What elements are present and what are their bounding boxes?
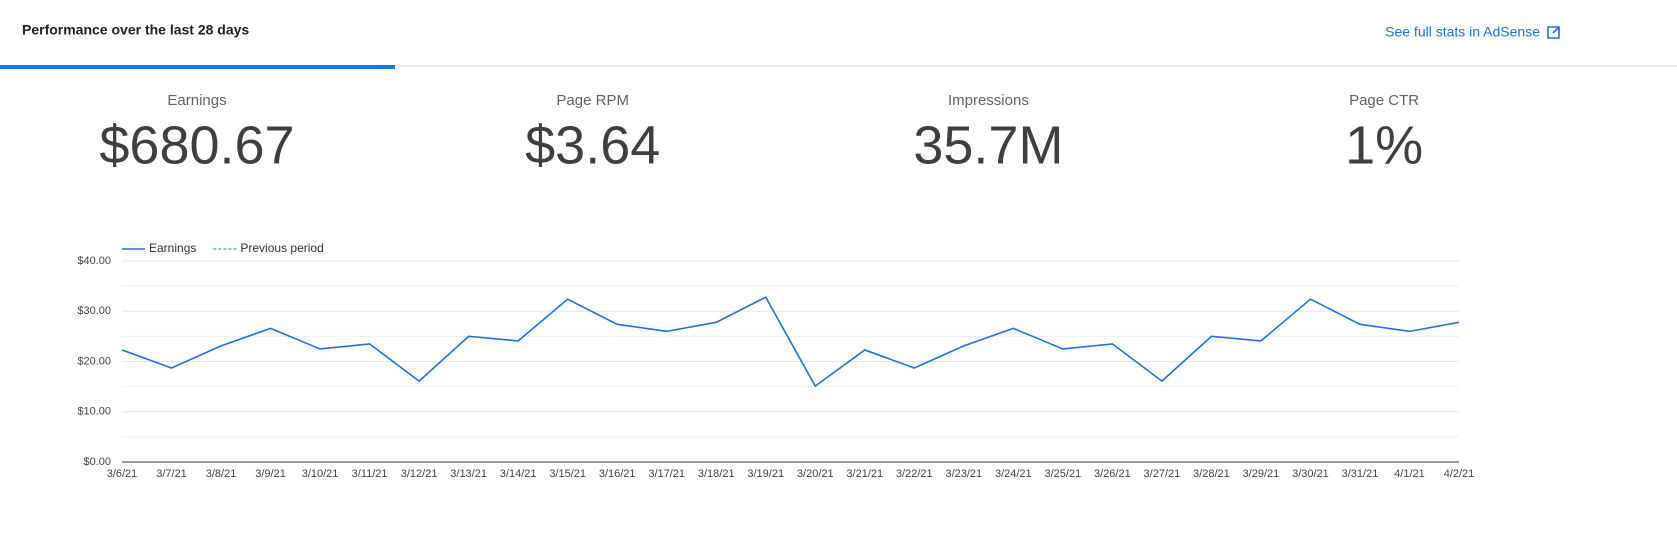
- y-tick-label: $20.00: [77, 355, 111, 367]
- x-tick-label: 3/31/21: [1342, 468, 1379, 480]
- x-tick-label: 3/17/21: [648, 468, 685, 480]
- metric-label: Earnings: [167, 92, 226, 109]
- x-tick-label: 3/15/21: [549, 468, 586, 480]
- y-tick-label: $10.00: [77, 406, 111, 418]
- x-tick-label: 3/18/21: [698, 468, 735, 480]
- x-tick-label: 3/6/21: [107, 468, 138, 480]
- x-tick-label: 3/27/21: [1144, 468, 1181, 480]
- series-line: [121, 296, 1460, 388]
- x-tick-label: 3/24/21: [995, 468, 1032, 480]
- x-tick-label: 3/28/21: [1193, 468, 1230, 480]
- x-tick-label: 3/13/21: [450, 468, 487, 480]
- x-tick-label: 3/30/21: [1292, 468, 1329, 480]
- adsense-link[interactable]: See full stats in AdSense: [1385, 24, 1540, 40]
- x-tick-label: 3/12/21: [401, 468, 438, 480]
- y-tick-label: $40.00: [77, 255, 111, 267]
- x-tick-label: 3/21/21: [846, 468, 883, 480]
- x-tick-label: 3/14/21: [500, 468, 537, 480]
- x-tick-label: 3/16/21: [599, 468, 636, 480]
- x-tick-label: 3/19/21: [747, 468, 784, 480]
- y-tick-label: $30.00: [77, 305, 111, 317]
- metric-label: Impressions: [948, 92, 1029, 109]
- x-tick-label: 3/9/21: [255, 468, 286, 480]
- y-tick-label: $0.00: [83, 456, 111, 468]
- x-tick-label: 3/11/21: [352, 468, 388, 480]
- metric-value: 1%: [1345, 115, 1423, 175]
- metric-label: Page CTR: [1349, 92, 1419, 109]
- x-tick-label: 3/25/21: [1045, 468, 1082, 480]
- active-tab-indicator: [0, 65, 395, 69]
- x-tick-label: 4/2/21: [1444, 468, 1475, 480]
- metric-label: Page RPM: [556, 92, 629, 109]
- x-tick-label: 3/29/21: [1243, 468, 1280, 480]
- x-tick-label: 3/26/21: [1094, 468, 1131, 480]
- x-tick-label: 3/10/21: [302, 468, 339, 480]
- metric-value: $680.67: [99, 115, 294, 175]
- x-tick-label: 3/20/21: [797, 468, 834, 480]
- x-tick-label: 3/22/21: [896, 468, 933, 480]
- x-tick-label: 3/23/21: [945, 468, 982, 480]
- panel-title: Performance over the last 28 days: [22, 22, 249, 38]
- metric-value: $3.64: [525, 115, 660, 175]
- legend-label: Previous period: [240, 241, 323, 255]
- external-link-icon[interactable]: [1547, 26, 1560, 39]
- x-tick-label: 3/8/21: [206, 468, 237, 480]
- x-tick-label: 3/7/21: [156, 468, 187, 480]
- metric-value: 35.7M: [913, 115, 1063, 175]
- legend-label: Earnings: [149, 241, 196, 255]
- x-tick-label: 4/1/21: [1394, 468, 1425, 480]
